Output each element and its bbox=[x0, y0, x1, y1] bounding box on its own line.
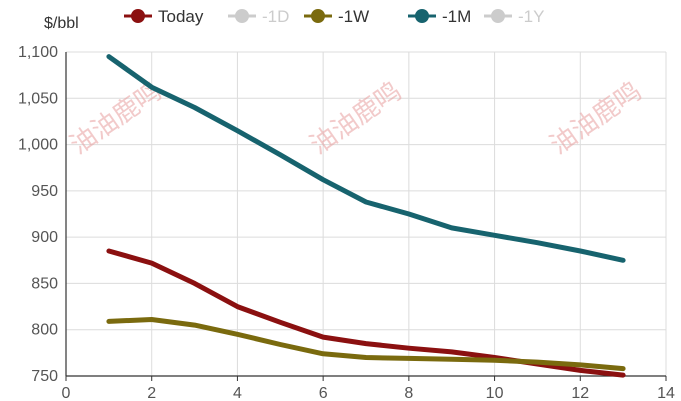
legend-item-1d[interactable]: -1D bbox=[228, 7, 289, 26]
y-tick-label: 1,100 bbox=[18, 44, 58, 61]
y-tick-label: 1,050 bbox=[18, 90, 58, 107]
legend-item-1y[interactable]: -1Y bbox=[484, 7, 544, 26]
x-tick-label: 8 bbox=[404, 385, 413, 401]
legend-item-today[interactable]: Today bbox=[124, 7, 204, 26]
x-tick-label: 6 bbox=[319, 385, 328, 401]
legend[interactable]: Today -1D -1W -1M -1Y bbox=[124, 7, 544, 26]
y-tick-label: 800 bbox=[31, 322, 58, 339]
watermark-text: 油油鹿鸣 bbox=[305, 76, 407, 160]
legend-label: Today bbox=[158, 7, 204, 26]
legend-marker-icon bbox=[131, 9, 145, 23]
legend-marker-icon bbox=[491, 9, 505, 23]
x-tick-label: 4 bbox=[233, 385, 242, 401]
y-axis-unit-label: $/bbl bbox=[44, 15, 79, 32]
x-tick-label: 14 bbox=[657, 385, 675, 401]
x-tick-label: 12 bbox=[571, 385, 589, 401]
legend-marker-icon bbox=[311, 9, 325, 23]
series-line-1m bbox=[106, 54, 626, 263]
series-layer bbox=[106, 54, 626, 378]
legend-item-1m[interactable]: -1M bbox=[408, 7, 471, 26]
legend-label: -1D bbox=[262, 7, 289, 26]
y-tick-label: 850 bbox=[31, 275, 58, 292]
legend-label: -1W bbox=[338, 7, 369, 26]
x-tick-label: 10 bbox=[486, 385, 504, 401]
y-tick-label: 1,000 bbox=[18, 137, 58, 154]
legend-item-1w[interactable]: -1W bbox=[304, 7, 369, 26]
x-tick-label: 0 bbox=[62, 385, 71, 401]
axes: 750 800 850 900 950 1,000 1,050 1,100 0 2 4 6 8 10 12 1… bbox=[18, 44, 675, 401]
watermark-text: 油油鹿鸣 bbox=[545, 76, 647, 160]
y-tick-label: 900 bbox=[31, 229, 58, 246]
legend-marker-icon bbox=[415, 9, 429, 23]
y-tick-label: 950 bbox=[31, 183, 58, 200]
series-line-1w bbox=[106, 317, 626, 372]
legend-label: -1Y bbox=[518, 7, 544, 26]
y-tick-label: 750 bbox=[31, 368, 58, 385]
legend-label: -1M bbox=[442, 7, 471, 26]
x-tick-label: 2 bbox=[147, 385, 156, 401]
grid-lines bbox=[66, 51, 667, 376]
legend-marker-icon bbox=[235, 9, 249, 23]
